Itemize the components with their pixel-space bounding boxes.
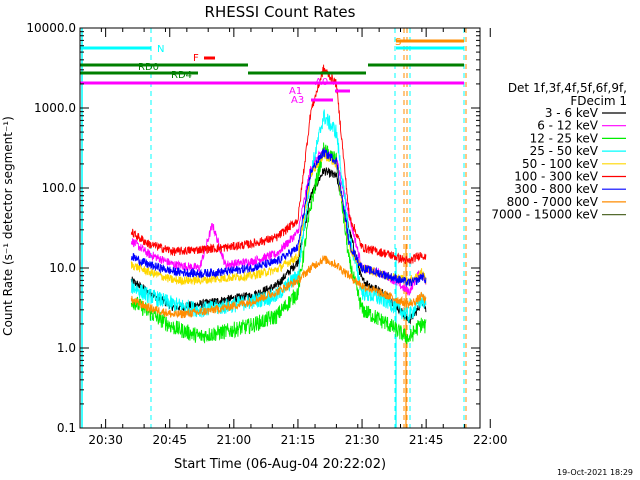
x-tick-label: 22:00 [473, 433, 508, 447]
legend-title-line-1: Det 1f,3f,4f,5f,6f,9f, [508, 81, 627, 95]
y-tick-label: 10.0 [49, 261, 76, 275]
y-tick-label: 1000.0 [34, 101, 76, 115]
x-axis-label: Start Time (06-Aug-04 20:22:02) [174, 457, 386, 472]
legend-label-2: 12 - 25 keV [530, 131, 599, 145]
series-line-6 [130, 148, 427, 288]
y-axis-label: Count Rate (s⁻¹ detector segment⁻¹) [1, 116, 15, 336]
legend-label-3: 25 - 50 keV [530, 144, 599, 158]
legend-label-7: 800 - 7000 keV [507, 195, 599, 209]
annotation-label-a3: A3 [291, 95, 304, 106]
footer-timestamp: 19-Oct-2021 18:29 [557, 468, 633, 477]
annotation-label-f: F [193, 53, 199, 64]
annotation-label-s: S [395, 37, 401, 48]
x-tick-label: 20:30 [88, 433, 123, 447]
series-line-7 [130, 255, 427, 319]
annotation-label-a0: A0 [315, 77, 328, 88]
plot-frame [79, 27, 481, 429]
legend-label-0: 3 - 6 keV [545, 106, 599, 120]
legend-label-1: 6 - 12 keV [537, 119, 599, 133]
legend-label-8: 7000 - 15000 keV [491, 208, 598, 222]
chart-title: RHESSI Count Rates [205, 3, 356, 21]
y-tick-label: 1.0 [57, 341, 76, 355]
x-tick-label: 21:15 [281, 433, 316, 447]
x-tick-label: 21:30 [345, 433, 380, 447]
x-tick-label: 21:00 [217, 433, 252, 447]
series-line-5 [130, 64, 427, 265]
annotation-label-rd0: RD0 [138, 62, 159, 73]
series-line-2 [130, 142, 427, 345]
annotation-label-rd4: RD4 [171, 70, 192, 81]
x-tick-label: 21:45 [409, 433, 444, 447]
legend-label-6: 300 - 800 keV [514, 182, 598, 196]
annotation-label-a1: A1 [289, 86, 302, 97]
y-tick-label: 100.0 [42, 181, 76, 195]
legend-title-line-2: FDecim 1 [570, 94, 627, 108]
legend-label-5: 100 - 300 keV [514, 170, 598, 184]
legend-label-4: 50 - 100 keV [522, 157, 599, 171]
annotation-label-n: N [157, 44, 164, 55]
y-tick-label: 0.1 [57, 421, 76, 435]
series-line-3 [130, 109, 427, 324]
y-tick-label: 10000.0 [26, 21, 76, 35]
x-tick-label: 20:45 [152, 433, 187, 447]
